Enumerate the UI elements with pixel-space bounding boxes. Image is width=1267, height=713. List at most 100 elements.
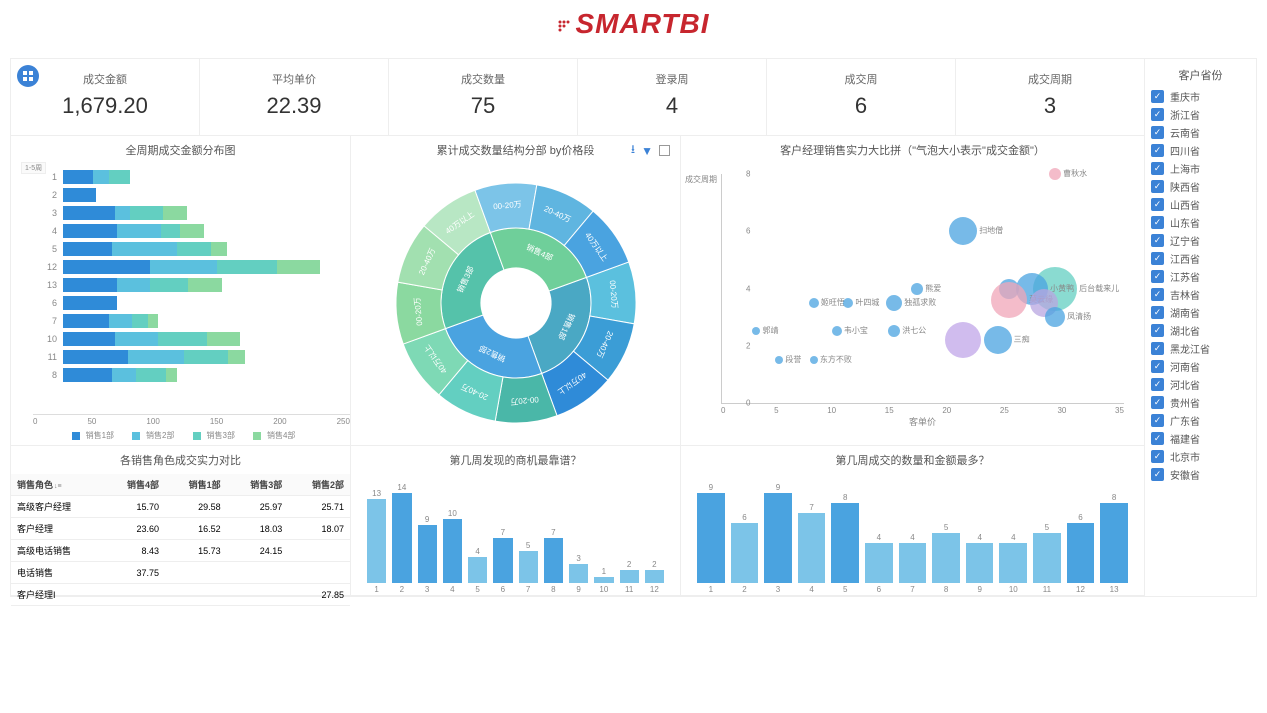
download-icon[interactable]: ⭳	[631, 140, 635, 161]
vbar-xlabel: 5	[843, 585, 847, 594]
table-cell: 37.75	[103, 562, 165, 584]
filter-checkbox-item[interactable]: 重庆市	[1151, 89, 1250, 104]
hbar-segment	[163, 206, 187, 220]
vbar: 9 3	[764, 483, 792, 594]
vbar: 1 10	[594, 567, 613, 594]
vbar-xlabel: 13	[1110, 585, 1119, 594]
table-title: 各销售角色成交实力对比	[120, 455, 241, 467]
filter-label: 浙江省	[1170, 107, 1200, 122]
vbar-value: 7	[501, 528, 505, 537]
scatter-bubble[interactable]	[810, 356, 818, 364]
hbar-segment	[117, 224, 160, 238]
scatter-bubble[interactable]	[911, 283, 923, 295]
table-header[interactable]: 销售3部	[227, 474, 289, 496]
hbar-row: 4	[41, 222, 334, 240]
filter-checkbox-item[interactable]: 黑龙江省	[1151, 341, 1250, 356]
table-cell: 16.52	[165, 518, 227, 540]
hbar-segment	[115, 332, 158, 346]
hbar-row: 3	[41, 204, 334, 222]
filter-checkbox-item[interactable]: 上海市	[1151, 161, 1250, 176]
filter-checkbox-item[interactable]: 福建省	[1151, 431, 1250, 446]
panel-table: 各销售角色成交实力对比 销售角色↓≡销售4部销售1部销售3部销售2部高级客户经理…	[11, 446, 351, 596]
logo-text: SMARTBI	[575, 8, 709, 39]
scatter-bubble[interactable]	[1045, 307, 1065, 327]
vbar-xlabel: 1	[374, 585, 378, 594]
filter-checkbox-item[interactable]: 山西省	[1151, 197, 1250, 212]
panel-checkbox[interactable]	[659, 145, 670, 156]
checkbox-icon	[1151, 450, 1164, 463]
scatter-bubble[interactable]	[888, 325, 900, 337]
filter-checkbox-item[interactable]: 辽宁省	[1151, 233, 1250, 248]
vbar: 4 6	[865, 533, 893, 594]
vbar: 4 10	[999, 533, 1027, 594]
hbar-row-label: 12	[41, 262, 57, 272]
scatter-bubble[interactable]	[984, 326, 1012, 354]
filter-checkbox-item[interactable]: 广东省	[1151, 413, 1250, 428]
vbar-value: 14	[397, 483, 406, 492]
hbar-row: 13	[41, 276, 334, 294]
scatter-bubble[interactable]	[775, 356, 783, 364]
hbar-segment	[63, 296, 117, 310]
table-header[interactable]: 销售2部	[288, 474, 350, 496]
vbar: 7 8	[544, 528, 563, 594]
vbar-xlabel: 7	[526, 585, 530, 594]
hbar-segment	[63, 278, 117, 292]
table-cell: 24.15	[227, 540, 289, 562]
menu-button[interactable]	[17, 65, 39, 87]
scatter-bubble[interactable]	[945, 322, 981, 358]
hbar-title: 全周期成交金额分布图	[126, 145, 236, 157]
kpi-value: 4	[578, 93, 766, 119]
scatter-bubble[interactable]	[752, 327, 760, 335]
scatter-bubble[interactable]	[886, 295, 902, 311]
filter-checkbox-item[interactable]: 贵州省	[1151, 395, 1250, 410]
filter-checkbox-item[interactable]: 河北省	[1151, 377, 1250, 392]
hbar-segment	[109, 314, 133, 328]
filter-label: 陕西省	[1170, 179, 1200, 194]
scatter-bubble[interactable]	[991, 282, 1027, 318]
bubble-label: 凤清扬	[1067, 311, 1091, 322]
checkbox-icon	[1151, 90, 1164, 103]
hbar-row-label: 6	[41, 298, 57, 308]
filter-checkbox-item[interactable]: 浙江省	[1151, 107, 1250, 122]
filter-checkbox-item[interactable]: 北京市	[1151, 449, 1250, 464]
vbar-xlabel: 6	[877, 585, 881, 594]
table-header[interactable]: 销售1部	[165, 474, 227, 496]
vbar-xlabel: 8	[944, 585, 948, 594]
vbar-xlabel: 4	[450, 585, 454, 594]
table-header[interactable]: 销售角色↓≡	[11, 474, 103, 496]
filter-checkbox-item[interactable]: 四川省	[1151, 143, 1250, 158]
hbar-xaxis: 050100150200250	[33, 414, 350, 426]
filter-checkbox-item[interactable]: 江苏省	[1151, 269, 1250, 284]
filter-checkbox-item[interactable]: 吉林省	[1151, 287, 1250, 302]
scatter-bubble[interactable]	[1049, 168, 1061, 180]
table-row: 客户经理I27.85	[11, 584, 350, 606]
filter-label: 江苏省	[1170, 269, 1200, 284]
vbar: 7 4	[798, 503, 826, 594]
hbar-segment	[63, 314, 109, 328]
filter-label: 山东省	[1170, 215, 1200, 230]
sidebar-title: 客户省份	[1151, 67, 1250, 83]
filter-checkbox-item[interactable]: 云南省	[1151, 125, 1250, 140]
table-cell: 29.58	[165, 496, 227, 518]
hbar-segment	[63, 350, 128, 364]
checkbox-icon	[1151, 396, 1164, 409]
filter-checkbox-item[interactable]: 江西省	[1151, 251, 1250, 266]
filter-icon[interactable]: ▼	[641, 144, 653, 158]
scatter-bubble[interactable]	[843, 298, 853, 308]
filter-checkbox-item[interactable]: 安徽省	[1151, 467, 1250, 482]
vbar-value: 1	[602, 567, 606, 576]
filter-checkbox-item[interactable]: 湖南省	[1151, 305, 1250, 320]
table-header[interactable]: 销售4部	[103, 474, 165, 496]
filter-checkbox-item[interactable]: 山东省	[1151, 215, 1250, 230]
hbar-segment	[63, 206, 115, 220]
sunburst-title: 累计成交数量结构分部 by价格段	[437, 145, 595, 157]
scatter-bubble[interactable]	[949, 217, 977, 245]
vbar-xlabel: 6	[501, 585, 505, 594]
filter-checkbox-item[interactable]: 陕西省	[1151, 179, 1250, 194]
hbar-segment	[180, 224, 204, 238]
filter-checkbox-item[interactable]: 湖北省	[1151, 323, 1250, 338]
scatter-bubble[interactable]	[832, 326, 842, 336]
vbar-xlabel: 12	[650, 585, 659, 594]
scatter-bubble[interactable]	[809, 298, 819, 308]
filter-checkbox-item[interactable]: 河南省	[1151, 359, 1250, 374]
